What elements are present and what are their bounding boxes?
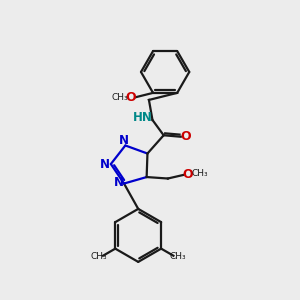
Text: O: O: [125, 92, 136, 104]
Text: CH₃: CH₃: [90, 252, 107, 261]
Text: O: O: [180, 130, 191, 143]
Text: O: O: [183, 168, 194, 181]
Text: N: N: [114, 176, 124, 189]
Text: CH₃: CH₃: [112, 93, 128, 102]
Text: CH₃: CH₃: [192, 169, 208, 178]
Text: HN: HN: [133, 111, 153, 124]
Text: N: N: [100, 158, 110, 170]
Text: N: N: [119, 134, 129, 147]
Text: CH₃: CH₃: [169, 252, 186, 261]
